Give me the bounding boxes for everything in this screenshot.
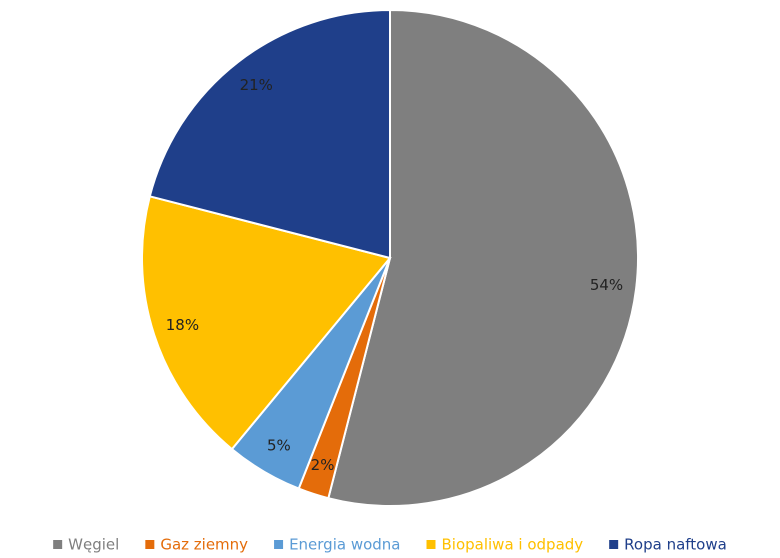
data-label: 18% bbox=[166, 316, 199, 334]
pie-slice bbox=[148, 8, 391, 260]
legend-marker bbox=[53, 540, 63, 549]
data-label: 5% bbox=[267, 436, 291, 454]
legend-marker bbox=[609, 540, 619, 549]
pie-slice bbox=[327, 8, 639, 507]
legend-label: Ropa naftowa bbox=[624, 536, 727, 554]
legend-label: Węgiel bbox=[68, 536, 119, 554]
data-label: 54% bbox=[590, 276, 623, 294]
legend-label: Gaz ziemny bbox=[160, 536, 248, 554]
legend-marker bbox=[426, 540, 436, 549]
legend-marker bbox=[145, 540, 155, 549]
data-label: 2% bbox=[311, 456, 335, 474]
legend-label: Biopaliwa i odpady bbox=[442, 536, 584, 554]
legend-marker bbox=[274, 540, 284, 549]
pie-slice bbox=[141, 195, 392, 451]
data-label: 21% bbox=[240, 76, 273, 94]
legend-label: Energia wodna bbox=[289, 536, 400, 554]
